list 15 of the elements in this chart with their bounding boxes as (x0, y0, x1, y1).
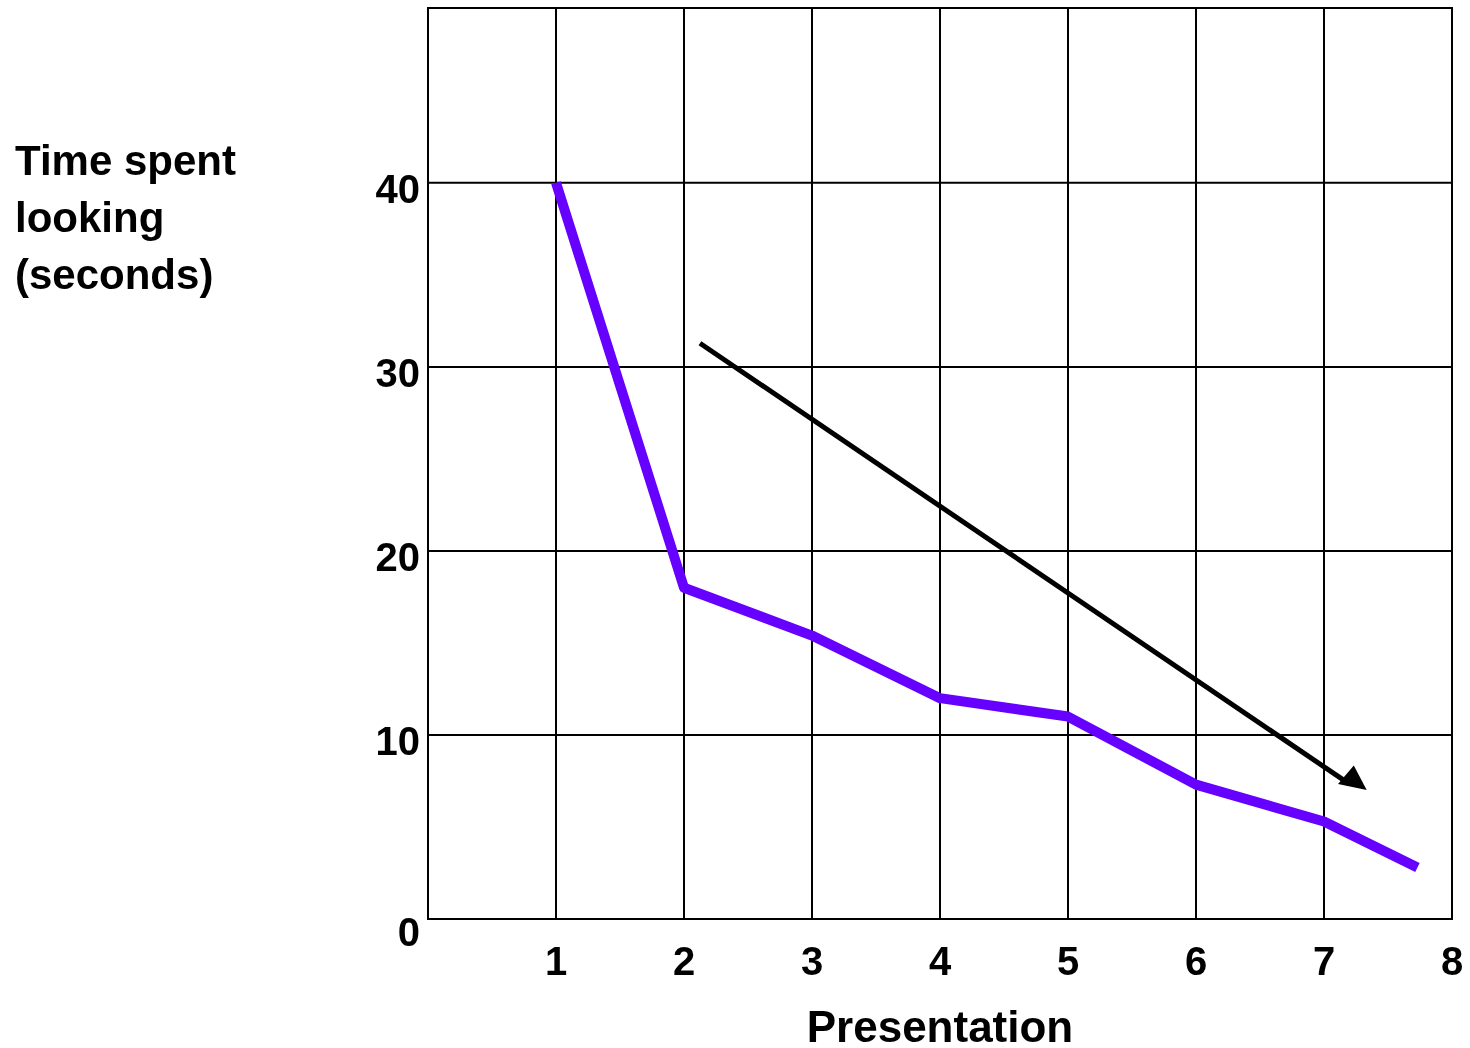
x-tick-label: 4 (928, 939, 952, 983)
x-tick-label: 2 (672, 939, 696, 983)
y-tick-label: 20 (375, 534, 420, 579)
x-tick-label: 3 (800, 939, 824, 983)
x-tick-label: 7 (1312, 939, 1336, 983)
y-tick-label: 40 (375, 166, 420, 211)
x-tick-label: 5 (1056, 939, 1080, 983)
y-axis-title: Time spent looking (seconds) (15, 137, 236, 298)
x-tick-label: 8 (1440, 939, 1464, 983)
x-tick-label: 6 (1184, 939, 1208, 983)
x-axis-title: Presentation (806, 1002, 1074, 1048)
y-tick-label: 10 (375, 718, 420, 763)
x-tick-label: 1 (544, 939, 568, 983)
y-tick-label: 30 (375, 350, 420, 395)
y-tick-label: 0 (397, 910, 420, 954)
